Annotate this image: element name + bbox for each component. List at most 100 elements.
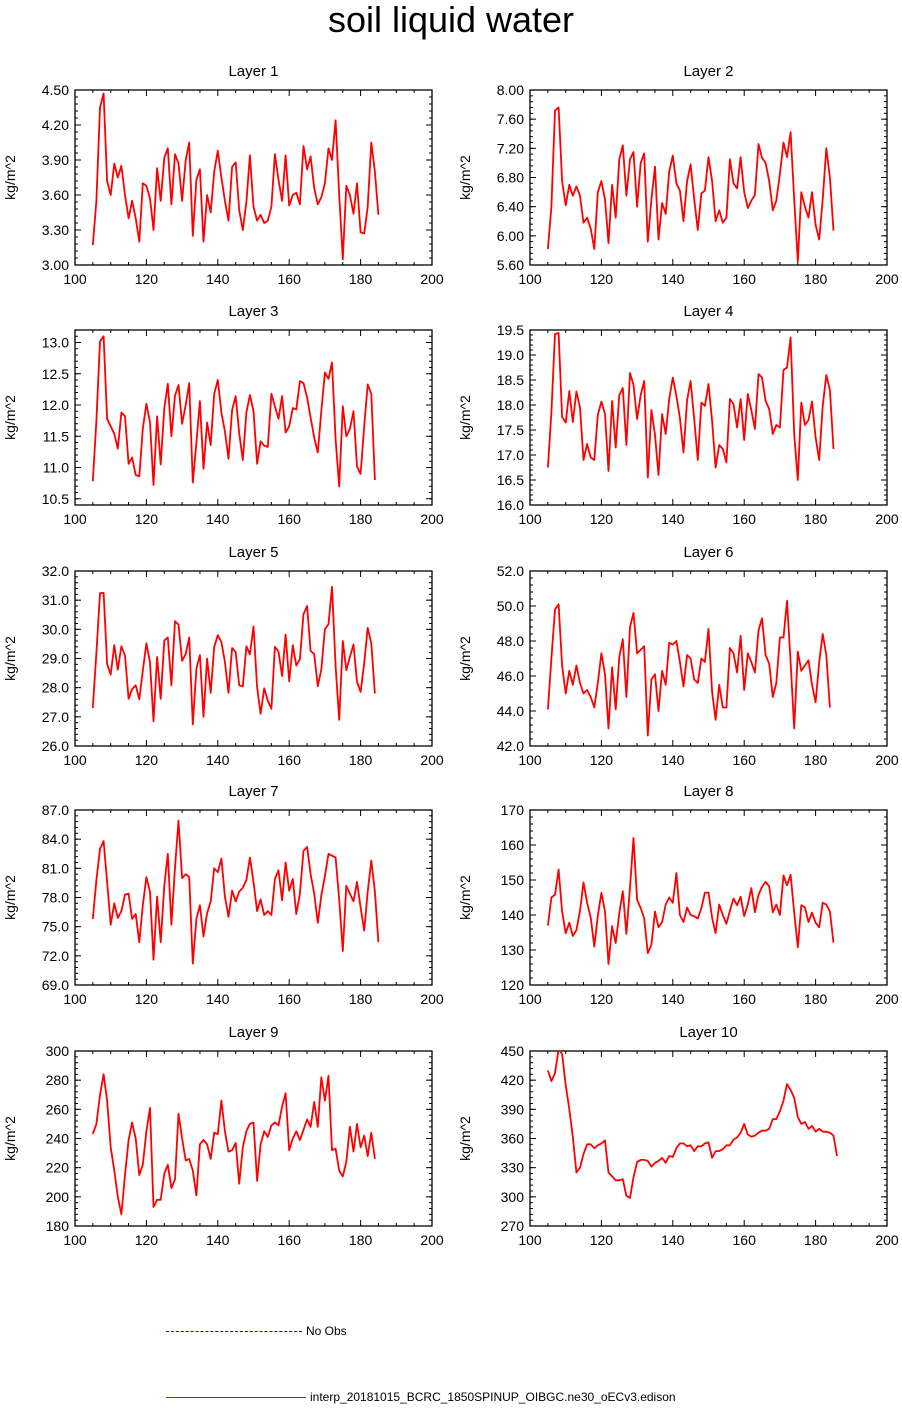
panel-title: Layer 2: [683, 63, 733, 80]
x-tick-label: 180: [804, 752, 828, 768]
y-tick-label: 12.5: [42, 366, 69, 382]
y-tick-label: 300: [501, 1189, 525, 1205]
no-obs-legend-line: [166, 1331, 302, 1332]
x-tick-label: 160: [733, 511, 757, 527]
x-tick-label: 180: [804, 271, 828, 287]
y-tick-label: 3.30: [42, 222, 69, 238]
panel-title: Layer 8: [683, 783, 733, 800]
x-tick-label: 120: [590, 1232, 614, 1248]
x-tick-label: 100: [518, 991, 542, 1007]
y-tick-label: 72.0: [42, 948, 69, 964]
panel-title: Layer 9: [228, 1024, 278, 1041]
x-tick-label: 200: [420, 1232, 444, 1248]
series-line: [91, 1073, 376, 1216]
panel-layer-3: Layer 3 100 120 140 160 180 200 10.5 11.0 11.5 12.…: [2, 303, 444, 527]
x-tick-label: 200: [875, 991, 899, 1007]
legend-entry-model: interp_20181015_BCRC_1850SPINUP_OIBGC.ne…: [0, 1388, 902, 1408]
y-tick-label: 17.5: [497, 422, 524, 438]
y-axis-label: kg/m^2: [2, 636, 18, 681]
panel-layer-2: Layer 2 100 120 140 160 180 200 5.60 6.00 6.40 6.8…: [457, 63, 899, 287]
y-tick-label: 52.0: [497, 563, 524, 579]
y-tick-label: 78.0: [42, 890, 69, 906]
y-tick-label: 3.90: [42, 152, 69, 168]
y-tick-label: 6.80: [497, 170, 524, 186]
y-tick-label: 170: [501, 802, 525, 818]
y-tick-label: 300: [46, 1043, 70, 1059]
x-tick-label: 140: [206, 1232, 230, 1248]
y-axis-label: kg/m^2: [2, 155, 18, 200]
panel-title: Layer 7: [228, 783, 278, 800]
panel-layer-5: Layer 5 100 120 140 160 180 200 26.0 27.0 28.0 29.…: [2, 544, 444, 768]
series-line: [547, 837, 835, 965]
panel-title: Layer 3: [228, 303, 278, 320]
y-tick-label: 50.0: [497, 598, 524, 614]
x-tick-label: 200: [420, 511, 444, 527]
x-tick-label: 140: [661, 752, 685, 768]
x-tick-label: 180: [349, 991, 373, 1007]
x-tick-label: 200: [420, 271, 444, 287]
x-tick-label: 140: [661, 991, 685, 1007]
panel-layer-4: Layer 4 100 120 140 160 180 200 16.0 16.5 17.0 17.…: [457, 303, 899, 527]
x-tick-label: 160: [278, 991, 302, 1007]
y-axis-label: kg/m^2: [457, 395, 473, 440]
y-tick-label: 84.0: [42, 831, 69, 847]
x-tick-label: 140: [206, 271, 230, 287]
plot-frame: [529, 329, 888, 506]
y-tick-label: 270: [501, 1218, 525, 1234]
panel-layer-7: Layer 7 100 120 140 160 180 200 69.0 72.0 75.0 78.…: [2, 783, 444, 1007]
x-tick-label: 180: [804, 1232, 828, 1248]
x-tick-label: 120: [590, 752, 614, 768]
y-axis-label: kg/m^2: [457, 875, 473, 920]
panel-layer-1: Layer 1 100 120 140 160 180 200 3.00 3.30 3.60 3.9…: [2, 63, 444, 287]
y-tick-label: 6.00: [497, 228, 524, 244]
y-tick-label: 5.60: [497, 257, 524, 273]
panel-title: Layer 4: [683, 303, 733, 320]
model-legend-label: interp_20181015_BCRC_1850SPINUP_OIBGC.ne…: [310, 1390, 676, 1404]
x-tick-label: 160: [278, 752, 302, 768]
y-tick-label: 44.0: [497, 703, 524, 719]
y-tick-label: 140: [501, 907, 525, 923]
x-tick-label: 100: [63, 271, 87, 287]
y-tick-label: 87.0: [42, 802, 69, 818]
model-legend-line: [166, 1397, 306, 1398]
y-tick-label: 75.0: [42, 919, 69, 935]
y-tick-label: 330: [501, 1160, 525, 1176]
y-tick-label: 7.20: [497, 140, 524, 156]
y-tick-label: 260: [46, 1101, 70, 1117]
x-tick-label: 120: [135, 511, 159, 527]
x-tick-label: 100: [518, 271, 542, 287]
x-tick-label: 160: [733, 271, 757, 287]
y-tick-label: 81.0: [42, 860, 69, 876]
x-tick-label: 120: [590, 991, 614, 1007]
x-tick-label: 120: [590, 271, 614, 287]
x-tick-label: 140: [661, 271, 685, 287]
y-tick-label: 220: [46, 1160, 70, 1176]
y-tick-label: 360: [501, 1131, 525, 1147]
y-tick-label: 180: [46, 1218, 70, 1234]
series-line: [547, 1051, 838, 1199]
x-tick-label: 140: [206, 511, 230, 527]
no-obs-legend-label: No Obs: [306, 1324, 347, 1338]
x-tick-label: 120: [135, 752, 159, 768]
x-tick-label: 100: [518, 752, 542, 768]
plot-frame: [529, 89, 888, 266]
y-tick-label: 12.0: [42, 397, 69, 413]
x-tick-label: 160: [278, 1232, 302, 1248]
y-tick-label: 4.50: [42, 82, 69, 98]
y-tick-label: 6.40: [497, 199, 524, 215]
y-tick-label: 18.5: [497, 372, 524, 388]
panel-layer-9: Layer 9 100 120 140 160 180 200 180 200 220 240 260…: [2, 1024, 444, 1248]
x-tick-label: 200: [875, 271, 899, 287]
x-tick-label: 200: [420, 752, 444, 768]
x-tick-label: 160: [733, 1232, 757, 1248]
y-tick-label: 150: [501, 872, 525, 888]
y-tick-label: 42.0: [497, 738, 524, 754]
series-line: [547, 332, 835, 481]
x-tick-label: 180: [804, 991, 828, 1007]
x-tick-label: 160: [733, 991, 757, 1007]
y-tick-label: 160: [501, 837, 525, 853]
x-tick-label: 140: [661, 511, 685, 527]
y-tick-label: 29.0: [42, 651, 69, 667]
y-tick-label: 16.5: [497, 472, 524, 488]
y-tick-label: 19.5: [497, 322, 524, 338]
